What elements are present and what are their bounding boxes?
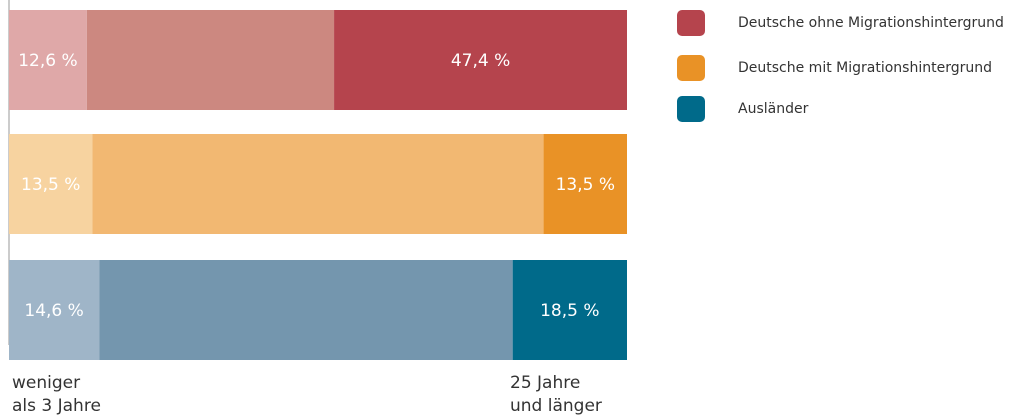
value-label: 14,6 % [24,301,83,321]
bar-segment [334,10,627,110]
value-label: 18,5 % [540,301,599,321]
bar-segment [86,10,335,110]
value-label: 13,5 % [556,175,615,195]
axis-label: weniger [12,373,80,393]
value-label: 47,4 % [451,51,510,71]
bar-segment [9,134,93,234]
legend-swatch [677,10,705,36]
value-label: 12,6 % [18,51,77,71]
legend-swatch [677,96,705,122]
axis-label: als 3 Jahre [12,396,101,416]
bar-segment [92,134,544,234]
axis-label: und länger [510,396,602,416]
legend-swatch [677,55,705,81]
legend-label: Deutsche mit Migrationshintergrund [738,60,992,76]
legend-label: Deutsche ohne Migrationshintergrund [738,15,1004,31]
legend-label: Ausländer [738,101,809,117]
bar-segment [9,260,100,360]
bar-segment [9,10,87,110]
axis-label: 25 Jahre [510,373,580,393]
bar-segment [512,260,627,360]
value-label: 13,5 % [21,175,80,195]
bar-segment [99,260,513,360]
bar-segment [543,134,627,234]
